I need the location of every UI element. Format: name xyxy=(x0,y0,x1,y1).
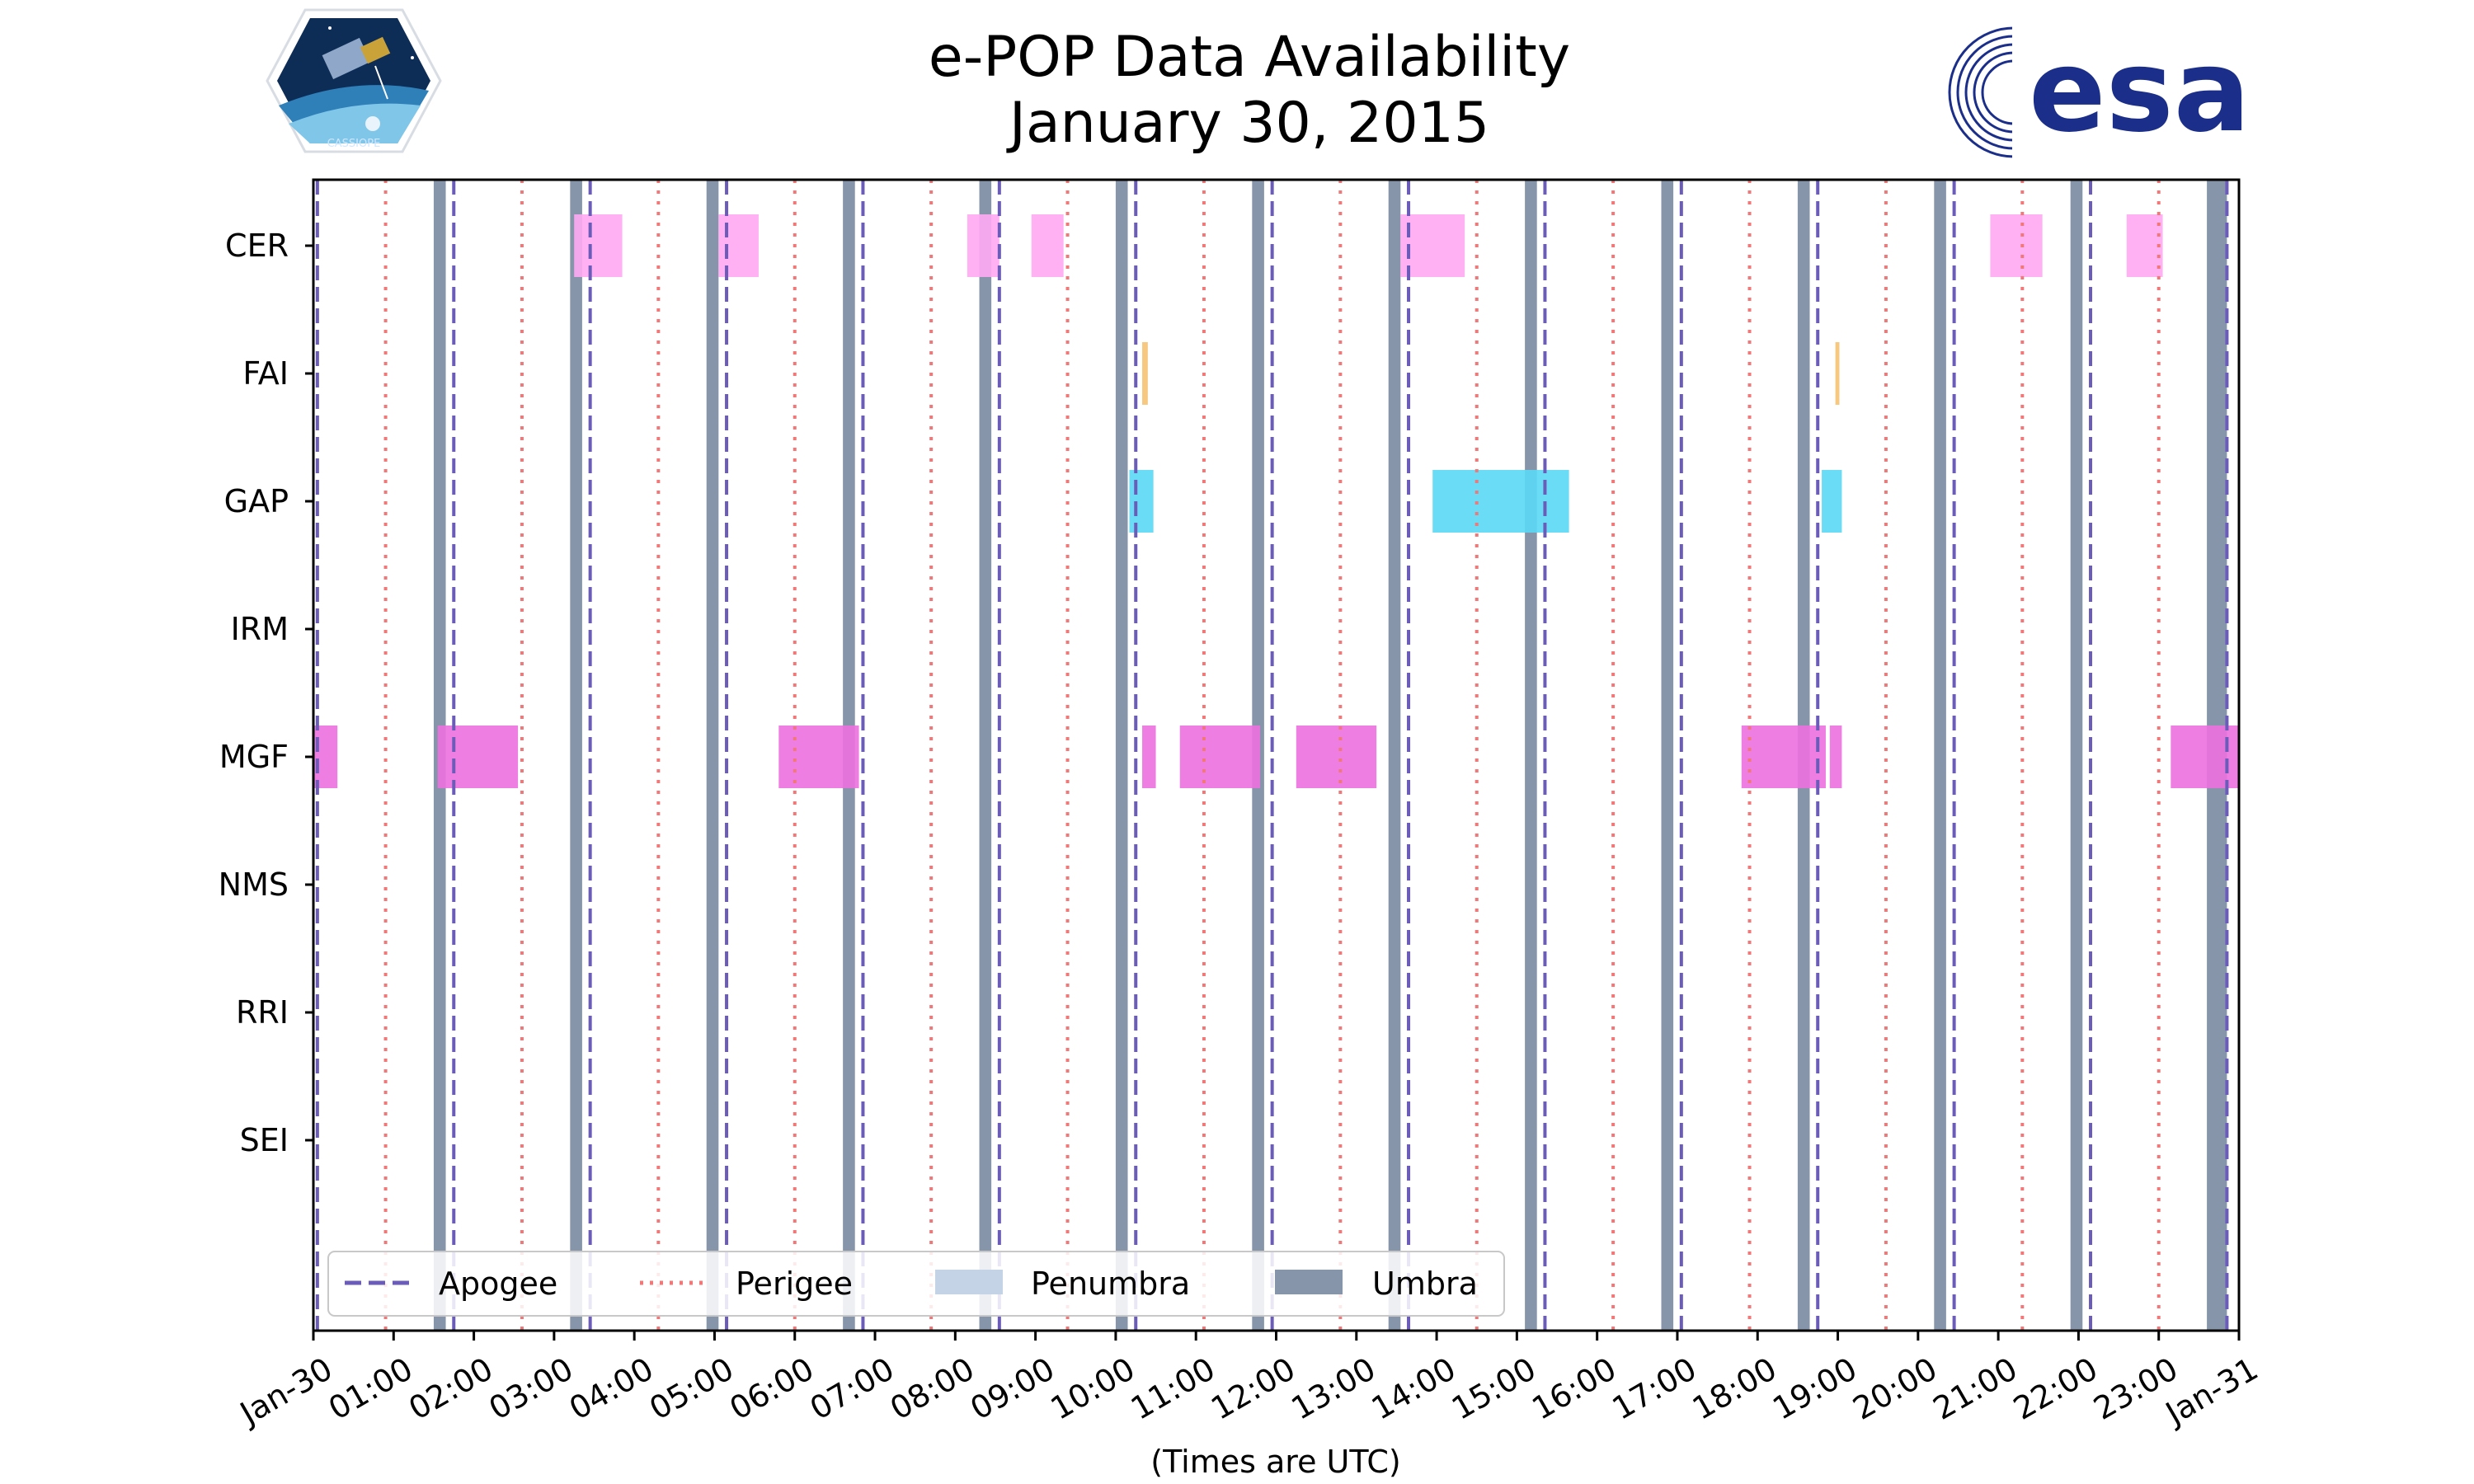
xtick-label-19: 19:00 xyxy=(1766,1350,1863,1427)
xtick-label-4: 04:00 xyxy=(563,1350,660,1427)
umbra-band-2 xyxy=(570,180,582,1331)
x-axis: Jan-3001:0002:0003:0004:0005:0006:0007:0… xyxy=(233,1331,2265,1432)
xtick-label-21: 21:00 xyxy=(1927,1350,2024,1427)
mgf-bar-5 xyxy=(1179,726,1261,788)
mgf-bar-6 xyxy=(1296,726,1377,788)
xtick-label-15: 15:00 xyxy=(1446,1350,1542,1427)
xtick-label-17: 17:00 xyxy=(1606,1350,1703,1427)
xtick-label-6: 06:00 xyxy=(723,1350,820,1427)
xtick-label-8: 08:00 xyxy=(884,1350,981,1427)
ytick-label-gap: GAP xyxy=(224,483,289,519)
legend-umbra-label: Umbra xyxy=(1372,1266,1478,1302)
ytick-label-nms: NMS xyxy=(219,866,289,903)
cer-bar-4 xyxy=(1031,214,1064,277)
chart-title-line-2: January 30, 2015 xyxy=(1006,91,1489,156)
cer-bar-3 xyxy=(967,214,999,277)
umbra-band-12 xyxy=(1934,180,1946,1331)
ytick-label-mgf: MGF xyxy=(219,739,289,775)
xtick-label-7: 07:00 xyxy=(804,1350,901,1427)
mgf-bar-7 xyxy=(1741,726,1826,788)
cer-bar-2 xyxy=(718,214,759,277)
cer-bar-1 xyxy=(574,214,623,277)
xtick-label-11: 11:00 xyxy=(1125,1350,1221,1427)
gap-bar-2 xyxy=(1432,470,1569,533)
chart-title-line-1: e-POP Data Availability xyxy=(929,25,1570,90)
y-axis: CER FAI GAP IRM MGF NMS RRI SEI xyxy=(219,228,313,1158)
x-axis-label: (Times are UTC) xyxy=(1150,1444,1400,1480)
cassiope-logo: CASSIOPE xyxy=(266,8,442,153)
xtick-label-0: Jan-30 xyxy=(233,1350,338,1432)
cassiope-logo-text: CASSIOPE xyxy=(327,138,381,150)
mgf-bar-9 xyxy=(2171,726,2239,788)
mgf-bar-2 xyxy=(437,726,519,788)
xtick-label-12: 12:00 xyxy=(1205,1350,1301,1427)
xtick-label-14: 14:00 xyxy=(1366,1350,1462,1427)
xtick-label-13: 13:00 xyxy=(1285,1350,1381,1427)
cer-bar-6 xyxy=(1990,214,2043,277)
legend-umbra-swatch xyxy=(1275,1270,1343,1294)
xtick-label-22: 22:00 xyxy=(2007,1350,2104,1427)
xtick-label-18: 18:00 xyxy=(1686,1350,1783,1427)
umbra-band-8 xyxy=(1388,180,1401,1331)
legend: Apogee Perigee Penumbra Umbra xyxy=(327,1251,1505,1317)
legend-penumbra-label: Penumbra xyxy=(1031,1266,1190,1302)
legend-perigee-label: Perigee xyxy=(736,1266,853,1302)
umbra-band-6 xyxy=(1115,180,1128,1331)
xtick-label-10: 10:00 xyxy=(1045,1350,1141,1427)
legend-penumbra-swatch xyxy=(935,1270,1003,1294)
legend-apogee-label: Apogee xyxy=(439,1266,557,1302)
ytick-label-sei: SEI xyxy=(240,1122,289,1158)
ytick-label-cer: CER xyxy=(225,228,289,264)
umbra-layer xyxy=(433,180,2227,1331)
umbra-band-3 xyxy=(706,180,719,1331)
cer-bar-5 xyxy=(1400,214,1465,277)
instrument-bars-layer xyxy=(313,214,2239,788)
xtick-label-2: 02:00 xyxy=(402,1350,499,1427)
legend-frame xyxy=(327,1251,1505,1317)
xtick-label-24: Jan-31 xyxy=(2158,1350,2264,1432)
esa-logo: esa xyxy=(1948,23,2251,163)
xtick-label-16: 16:00 xyxy=(1526,1350,1622,1427)
umbra-band-10 xyxy=(1661,180,1674,1331)
ytick-label-rri: RRI xyxy=(236,994,289,1031)
gap-bar-1 xyxy=(1129,470,1154,533)
xtick-label-20: 20:00 xyxy=(1846,1350,1943,1427)
xtick-label-3: 03:00 xyxy=(483,1350,580,1427)
fai-bar-1 xyxy=(1142,342,1148,405)
umbra-band-9 xyxy=(1525,180,1537,1331)
mgf-bar-4 xyxy=(1142,726,1156,788)
xtick-label-9: 09:00 xyxy=(964,1350,1061,1427)
cer-bar-7 xyxy=(2126,214,2163,277)
xtick-label-1: 01:00 xyxy=(322,1350,419,1427)
fai-bar-2 xyxy=(1835,342,1840,405)
gap-bar-3 xyxy=(1822,470,1842,533)
mgf-bar-1 xyxy=(313,726,338,788)
mgf-bar-3 xyxy=(778,726,859,788)
ytick-label-fai: FAI xyxy=(242,355,289,392)
mgf-bar-8 xyxy=(1829,726,1842,788)
plot-area xyxy=(313,180,2239,1331)
ytick-label-irm: IRM xyxy=(231,611,289,647)
umbra-band-5 xyxy=(979,180,992,1331)
xtick-label-5: 05:00 xyxy=(643,1350,740,1427)
umbra-band-13 xyxy=(2070,180,2083,1331)
esa-logo-text: esa xyxy=(2029,25,2251,157)
